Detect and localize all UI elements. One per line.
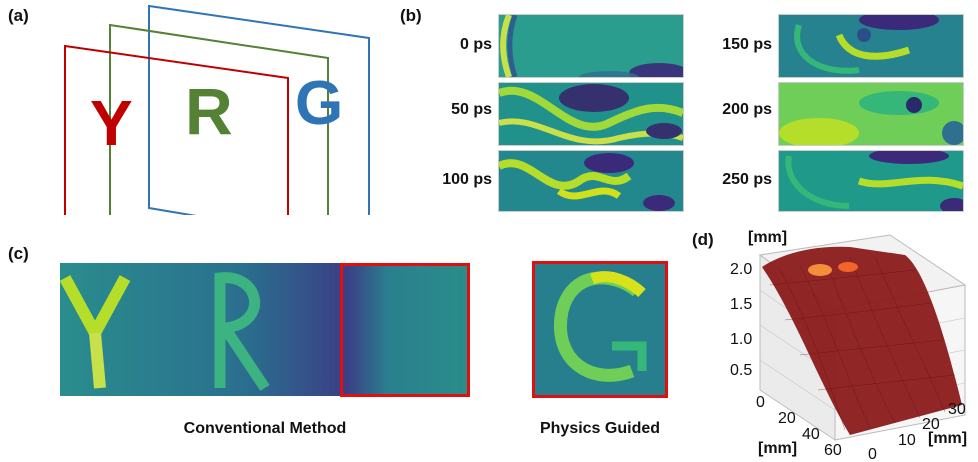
frame-label-0: 0 ps: [459, 36, 492, 53]
letter-y: Y: [90, 87, 133, 159]
frame-image-5: [778, 150, 964, 212]
frame-image-0: [498, 14, 684, 78]
surface-plot-3d: 2.0 1.5 1.0 0.5 0 20 40 60 0 10 20 30: [730, 234, 967, 462]
panel-a-diagram: G R Y: [64, 4, 370, 215]
z-tick: 0.5: [730, 362, 752, 379]
z-tick: 1.5: [730, 296, 752, 313]
letter-g: G: [295, 69, 343, 138]
frame-label-1: 50 ps: [451, 101, 492, 118]
frame-image-2: [498, 150, 684, 212]
x-tick: 0: [756, 394, 765, 411]
physics-caption: Physics Guided: [539, 420, 661, 437]
z-axis-unit: [mm]: [748, 229, 788, 246]
conventional-image: [60, 263, 470, 396]
letter-r: R: [185, 74, 233, 148]
frame-label-4: 200 ps: [722, 101, 772, 118]
surface-mesh: [762, 246, 962, 435]
panel-b-label: (b): [400, 6, 422, 25]
surface-hotspot: [808, 264, 832, 276]
physics-guided-image: [532, 261, 668, 398]
y-tick: 30: [948, 401, 966, 418]
conventional-caption: Conventional Method: [183, 420, 347, 437]
x-tick: 20: [778, 410, 796, 427]
conventional-highlight-box: [340, 263, 470, 397]
frame-image-4: [778, 82, 964, 146]
surface-hotspot: [838, 262, 858, 272]
frame-label-2: 100 ps: [442, 171, 492, 188]
plane-y: [64, 44, 289, 215]
x-tick: 40: [802, 426, 820, 443]
frame-label-3: 150 ps: [722, 36, 772, 53]
panel-a-label: (a): [8, 6, 29, 25]
frame-image-1: [498, 82, 684, 146]
y-axis-unit: [mm]: [928, 430, 968, 447]
y-tick: 0: [868, 446, 877, 462]
physics-guided-highlight-box: [532, 261, 668, 398]
y-tick: 20: [922, 416, 940, 433]
panel-c-label: (c): [8, 244, 29, 263]
plane-g: [148, 4, 370, 215]
x-tick: 60: [824, 442, 842, 459]
frame-image-3: [778, 14, 964, 78]
y-tick: 10: [898, 432, 916, 449]
x-axis-unit: [mm]: [758, 440, 798, 457]
z-tick: 1.0: [730, 331, 752, 348]
frame-label-5: 250 ps: [722, 171, 772, 188]
plane-r: [109, 23, 329, 215]
z-tick: 2.0: [730, 261, 752, 278]
panel-d-label: (d): [692, 230, 714, 249]
